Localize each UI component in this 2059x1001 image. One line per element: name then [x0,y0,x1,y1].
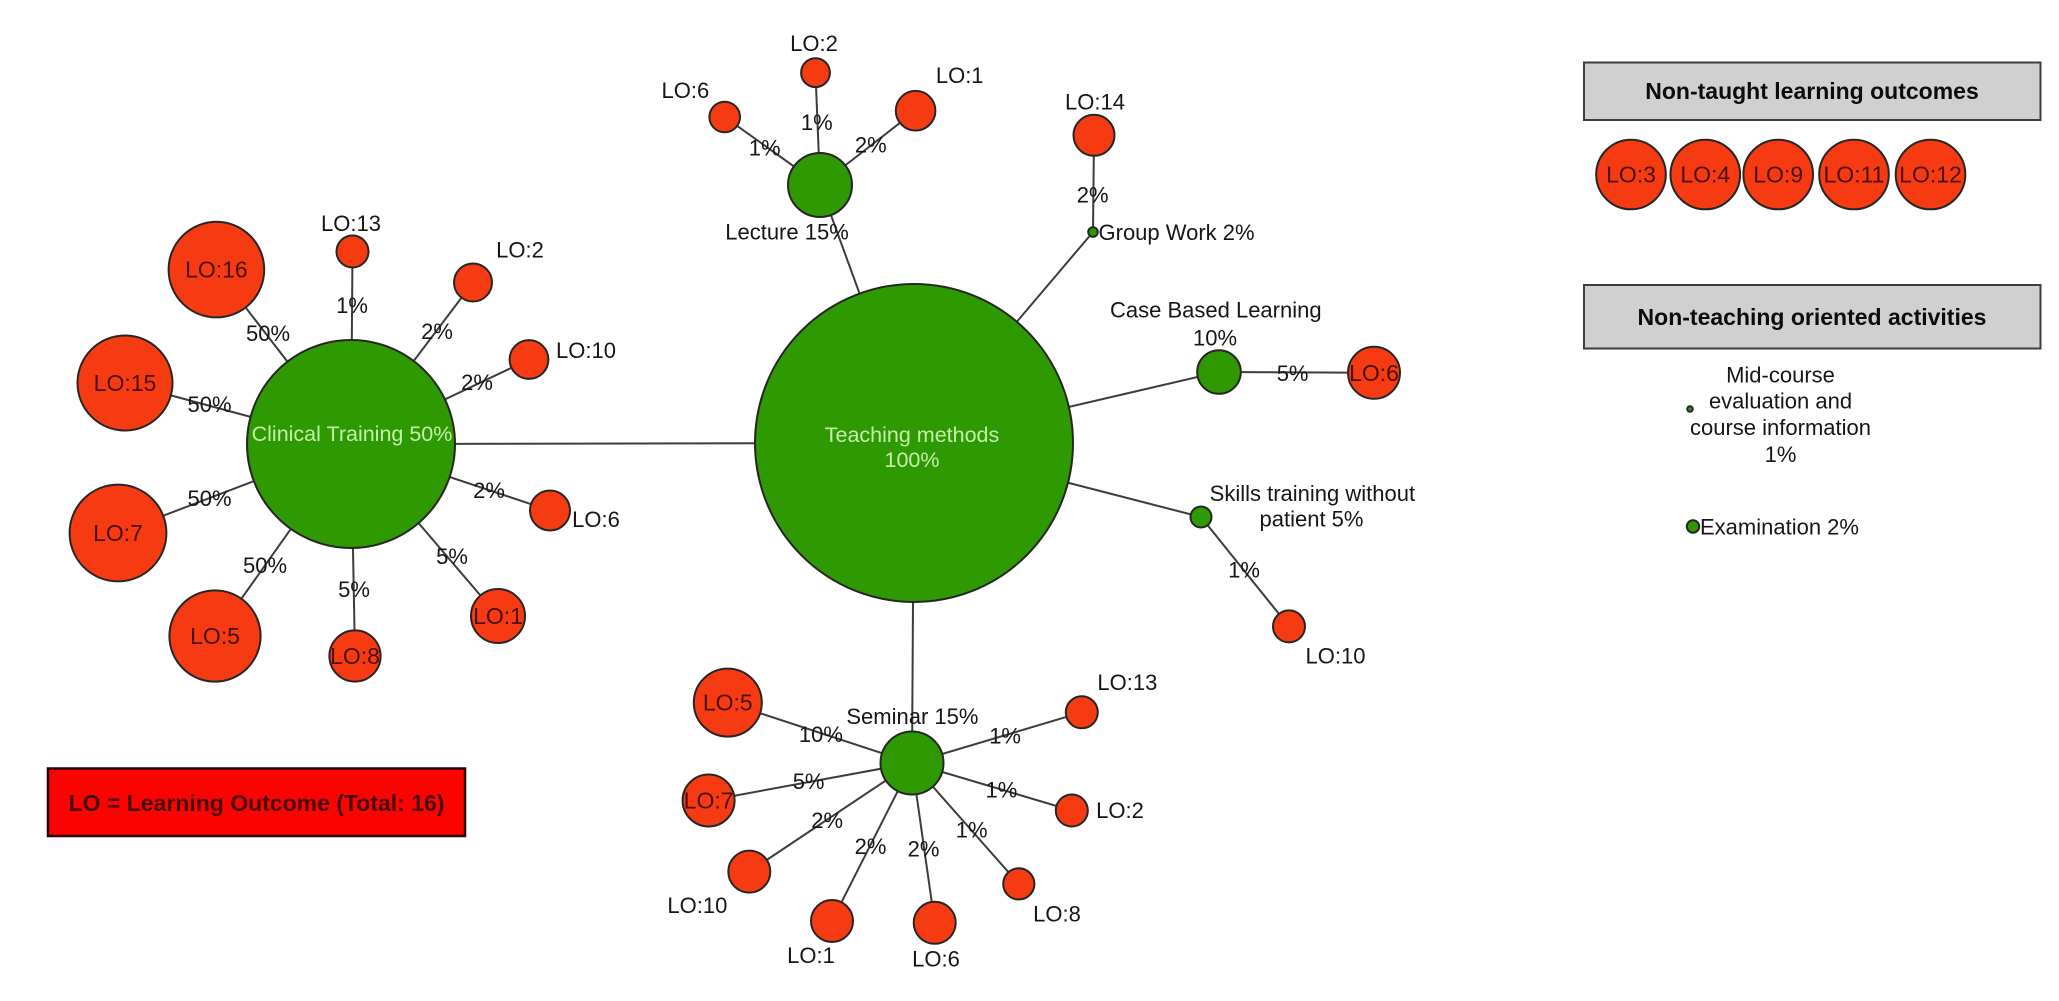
svg-text:1%: 1% [989,724,1021,749]
svg-text:LO:5: LO:5 [703,690,753,716]
svg-text:LO:7: LO:7 [93,520,143,546]
svg-text:LO:4: LO:4 [1680,162,1730,188]
svg-text:50%: 50% [187,392,231,417]
svg-text:2%: 2% [855,834,887,859]
svg-text:LO:6: LO:6 [572,507,620,532]
svg-text:5%: 5% [793,769,825,794]
svg-text:LO:2: LO:2 [496,238,544,263]
svg-text:10%: 10% [1193,326,1237,351]
svg-text:2%: 2% [811,808,843,833]
svg-text:2%: 2% [908,837,940,862]
svg-text:LO:10: LO:10 [1306,644,1366,669]
svg-text:LO = Learning Outcome (Total:: LO = Learning Outcome (Total: 16) [69,790,445,816]
svg-text:10%: 10% [799,722,843,747]
svg-text:LO:13: LO:13 [1097,670,1157,695]
svg-text:Skills training without: Skills training without [1210,481,1415,506]
svg-text:50%: 50% [243,553,287,578]
svg-text:LO:15: LO:15 [94,370,157,396]
svg-text:LO:6: LO:6 [1349,360,1399,386]
svg-text:LO:6: LO:6 [912,947,960,972]
svg-text:LO:1: LO:1 [936,63,984,88]
svg-text:1%: 1% [956,817,988,842]
svg-text:2%: 2% [855,133,887,158]
svg-text:patient 5%: patient 5% [1260,507,1364,532]
svg-text:Group Work 2%: Group Work 2% [1099,220,1255,245]
svg-text:Case Based Learning: Case Based Learning [1110,297,1322,322]
svg-text:2%: 2% [1077,183,1109,208]
svg-text:LO:1: LO:1 [787,943,835,968]
svg-text:LO:10: LO:10 [667,893,727,918]
svg-text:LO:10: LO:10 [556,338,616,363]
svg-text:2%: 2% [421,319,453,344]
svg-text:Mid-course: Mid-course [1726,362,1835,387]
svg-text:LO:8: LO:8 [1033,902,1081,927]
svg-text:LO:3: LO:3 [1606,162,1656,188]
svg-text:LO:1: LO:1 [473,603,523,629]
svg-text:50%: 50% [246,321,290,346]
svg-text:LO:6: LO:6 [662,78,710,103]
svg-text:1%: 1% [336,293,368,318]
svg-text:1%: 1% [749,136,781,161]
svg-text:LO:11: LO:11 [1824,162,1885,188]
svg-text:Clinical Training 50%: Clinical Training 50% [252,422,453,446]
svg-text:Examination 2%: Examination 2% [1700,515,1859,540]
svg-text:LO:16: LO:16 [185,257,248,283]
svg-text:Lecture 15%: Lecture 15% [725,220,849,245]
svg-text:2%: 2% [461,370,493,395]
svg-text:Seminar 15%: Seminar 15% [846,704,978,729]
svg-text:5%: 5% [436,544,468,569]
svg-text:Non-taught learning outcomes: Non-taught learning outcomes [1645,78,1979,104]
svg-text:LO:9: LO:9 [1753,162,1803,188]
svg-text:5%: 5% [1277,361,1309,386]
svg-text:LO:12: LO:12 [1899,162,1962,188]
svg-text:LO:13: LO:13 [321,211,381,236]
svg-text:LO:14: LO:14 [1065,90,1125,115]
svg-text:LO:7: LO:7 [684,788,734,814]
svg-text:1%: 1% [986,777,1018,802]
svg-text:LO:2: LO:2 [1096,798,1144,823]
svg-text:1%: 1% [801,110,833,135]
svg-text:LO:8: LO:8 [330,643,380,669]
svg-text:Teaching methods: Teaching methods [825,423,1000,447]
svg-text:course information: course information [1690,415,1871,440]
svg-text:100%: 100% [885,448,940,472]
svg-text:1%: 1% [1765,442,1797,467]
svg-text:1%: 1% [1228,558,1260,583]
svg-text:Non-teaching oriented activiti: Non-teaching oriented activities [1638,304,1987,330]
svg-text:evaluation and: evaluation and [1709,389,1852,414]
svg-text:LO:2: LO:2 [790,31,838,56]
svg-text:50%: 50% [187,486,231,511]
svg-text:5%: 5% [338,577,370,602]
svg-text:2%: 2% [473,478,505,503]
svg-text:LO:5: LO:5 [190,623,240,649]
